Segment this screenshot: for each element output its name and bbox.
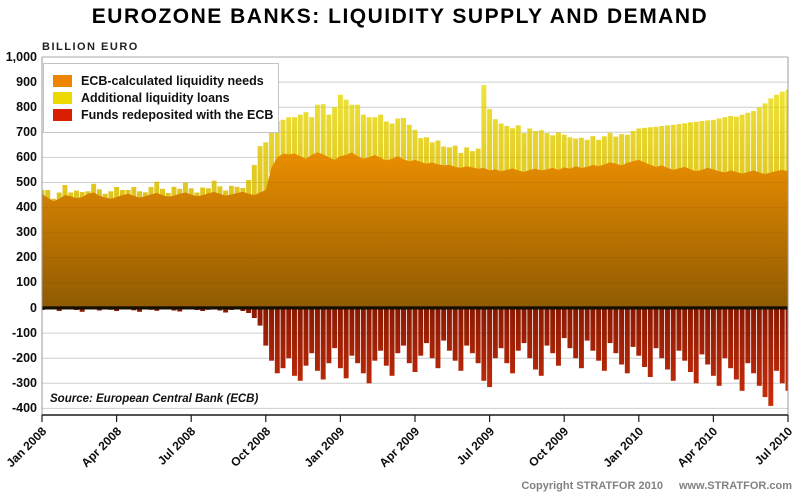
legend: ECB-calculated liquidity needs Additional… [43,63,279,133]
legend-swatch-icon [53,109,72,121]
legend-swatch-icon [53,92,72,104]
legend-item: Additional liquidity loans [53,91,268,105]
x-tick-label: Apr 2009 [376,424,423,471]
y-tick-label: 600 [16,149,37,164]
x-tick-label: Oct 2008 [227,424,273,470]
y-tick-label: 700 [16,124,37,139]
website-text: www.STRATFOR.com [678,480,792,492]
y-tick-label: 200 [16,250,37,265]
legend-label: ECB-calculated liquidity needs [81,74,264,88]
x-tick-label: Jul 2008 [154,424,199,468]
y-tick-label: 900 [16,74,37,89]
y-tick-label: 0 [30,300,37,315]
y-tick-label: -300 [11,375,37,390]
y-tick-label: -100 [11,325,37,340]
legend-label: Additional liquidity loans [81,91,230,105]
x-tick-label: Apr 2008 [78,424,124,471]
source-note: Source: European Central Bank (ECB) [50,393,259,405]
legend-label: Funds redeposited with the ECB [81,108,274,122]
series-liquidity-needs [42,152,788,308]
y-tick-label: 1,000 [5,49,37,64]
copyright-text: Copyright STRATFOR 2010 [521,480,663,492]
x-tick-label: Oct 2009 [526,424,572,470]
x-tick-label: Jan 2008 [3,424,50,471]
x-tick-label: Jan 2009 [301,424,348,471]
y-tick-label: -400 [11,400,37,415]
x-tick-label: Apr 2010 [674,424,721,471]
y-tick-label: 400 [16,200,37,215]
y-tick-label: 800 [16,99,37,114]
y-tick-label: 300 [16,225,37,240]
legend-item: Funds redeposited with the ECB [53,108,273,122]
y-tick-label: 500 [16,175,37,189]
legend-item: ECB-calculated liquidity needs [53,74,268,88]
y-tick-label: -200 [11,350,37,365]
x-tick-label: Jul 2009 [453,424,497,468]
x-tick-label: Jul 2010 [751,424,796,468]
zero-line [42,306,788,310]
y-axis-unit-label: BILLION EURO [42,41,139,53]
legend-swatch-icon [53,75,72,87]
x-tick-label: Jan 2010 [600,424,646,471]
page-title: EUROZONE BANKS: LIQUIDITY SUPPLY AND DEM… [91,5,709,28]
y-tick-label: 100 [16,275,37,290]
footer: Copyright STRATFOR 2010 www.STRATFOR.com [521,480,792,492]
series-funds-redeposited [42,308,788,406]
x-axis-ticks [41,415,789,422]
